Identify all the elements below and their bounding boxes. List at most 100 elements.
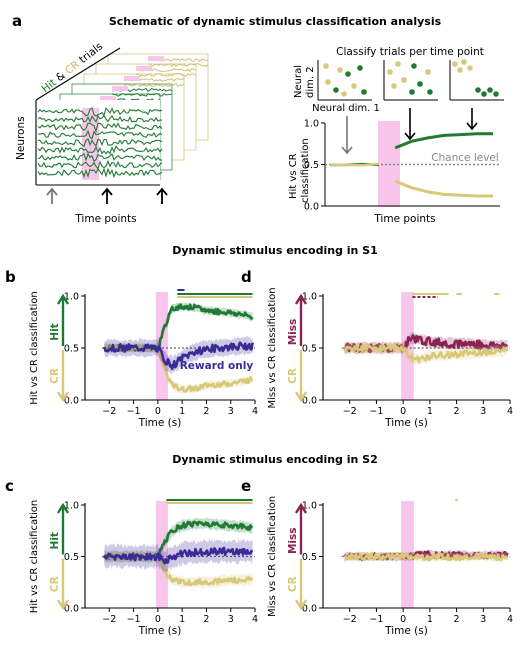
x-tick-label: −1 (369, 406, 383, 417)
stimulus-window (155, 501, 168, 608)
y-tick-label: 1.0 (64, 501, 79, 512)
neural-dim2-line1: Neural (293, 65, 304, 98)
schematic-ylabel-line1: Hit vs CR (288, 153, 299, 199)
schematic-arrow-1 (341, 116, 353, 155)
chance-level-label: Chance level (431, 152, 499, 164)
neuron-trace (37, 167, 163, 179)
top-class-tag: Miss (287, 319, 299, 346)
time-arrow-1 (101, 187, 113, 204)
y-axis-label: Miss vs CR classification (267, 496, 278, 617)
schematic-ylabel: Hit vs CR classification (288, 138, 311, 203)
x-tick-label: 1 (427, 406, 433, 417)
neuron-trace (37, 129, 163, 140)
panel-letter-e: e (241, 477, 251, 495)
trial-back-stim (148, 56, 164, 61)
y-axis-label: Miss vs CR classification (267, 287, 278, 408)
y-tick-label: 0.5 (64, 344, 79, 355)
top-class-arrow (56, 502, 70, 555)
reward-only-label: Reward only (180, 360, 254, 372)
neuron-trace (37, 122, 163, 134)
neuron-trace (37, 137, 163, 148)
panel-c: c 0.0 0.5 1.0 −2 −1 0 1 2 3 4 Time (s) Hit vs CR cla… (5, 477, 258, 637)
x-tick-label: 0 (155, 406, 161, 417)
bottom-class-arrow (56, 350, 70, 403)
trial-back-stim (100, 96, 116, 101)
x-axis-label: Time (s) (384, 625, 428, 637)
x-tick-label: −1 (127, 614, 141, 625)
x-tick-label: 4 (507, 614, 513, 625)
bottom-class-tag: CR (49, 576, 61, 592)
scatter-box-2 (383, 60, 438, 101)
y-axis-label: Hit vs CR classification (29, 500, 40, 614)
x-tick-label: 4 (252, 406, 258, 417)
schematic-ytick-label: 0.0 (304, 202, 319, 213)
trial-back-trace (135, 73, 197, 78)
top-class-arrow (56, 293, 70, 346)
bottom-class-tag: CR (287, 576, 299, 592)
x-tick-label: 3 (480, 614, 486, 625)
schematic-classification-plot: 0.0 0.5 1.0 Chance level Hit vs CR classif… (288, 108, 500, 225)
trial-back-traces (99, 56, 209, 107)
schematic-series-pre (329, 162, 379, 167)
panel-letter-a: a (12, 12, 22, 30)
bottom-class-arrow (294, 558, 308, 611)
trial-back-trace (123, 83, 185, 88)
top-class-tag: Miss (287, 527, 299, 554)
x-tick-label: 0 (155, 614, 161, 625)
series-line (103, 546, 253, 565)
series-band (104, 343, 253, 395)
x-tick-label: 2 (203, 614, 209, 625)
classify-label: Classify trials per time point (336, 46, 484, 58)
top-class-arrow (294, 293, 308, 346)
neuron-trace (37, 152, 163, 163)
schematic-ylabel-line2: classification (300, 138, 311, 203)
x-tick-label: 2 (203, 406, 209, 417)
top-class-tag: Hit (49, 532, 61, 549)
neuron-trace (37, 107, 163, 117)
stimulus-window (155, 292, 168, 400)
schematic-ytick-label: 0.5 (304, 160, 319, 171)
neuron-trace (37, 145, 163, 155)
series-band (104, 517, 253, 564)
x-tick-label: 1 (179, 406, 185, 417)
panel-e: e 0.0 0.5 1.0 −2 −1 0 1 2 3 4 Time (s) Miss vs CR cl… (241, 477, 513, 637)
y-axis-label: Hit vs CR classification (29, 291, 40, 405)
series-band (104, 538, 253, 574)
panel-d: d 0.0 0.5 1.0 −2 −1 0 1 2 3 4 Time (s) Miss vs CR cl… (241, 268, 513, 429)
y-tick-label: 0.0 (64, 604, 79, 615)
series-line (103, 341, 254, 371)
neural-dim2-label: Neural dim. 2 (293, 62, 316, 98)
y-tick-label: 0.0 (302, 396, 317, 407)
y-tick-label: 0.0 (64, 396, 79, 407)
trial-back-stim (136, 66, 152, 71)
x-axis-label: Time (s) (384, 417, 428, 429)
x-tick-label: 0 (400, 614, 406, 625)
scatter-box-3 (449, 59, 504, 101)
x-tick-label: 1 (179, 614, 185, 625)
s1-section-title: Dynamic stimulus encoding in S1 (172, 244, 378, 257)
time-points-label-left: Time points (74, 213, 136, 225)
neural-dim2-line2: dim. 2 (305, 66, 316, 98)
bottom-class-arrow (56, 558, 70, 611)
x-tick-label: −2 (343, 614, 357, 625)
y-tick-label: 1.0 (302, 501, 317, 512)
trial-back-stim (112, 86, 128, 91)
x-tick-label: 0 (400, 406, 406, 417)
series-line (344, 552, 509, 562)
schematic-series-post (394, 179, 493, 198)
trial-back-trace (147, 63, 209, 68)
trial-back-trace (111, 92, 173, 97)
x-tick-label: 3 (228, 406, 234, 417)
schematic-series-post (394, 132, 493, 150)
panel-a-title: Schematic of dynamic stimulus classifica… (109, 15, 442, 28)
bottom-class-tag: CR (49, 368, 61, 384)
top-class-arrow (294, 502, 308, 555)
neuron-trace (37, 114, 163, 123)
x-tick-label: −2 (343, 406, 357, 417)
panel-b: b 0.0 0.5 1.0 −2 −1 0 1 2 3 4 Time (s) Hit vs CR cla… (5, 268, 258, 429)
schematic-arrow-2 (404, 108, 416, 141)
scatter-box-1 (317, 60, 372, 101)
x-axis-label: Time (s) (138, 625, 182, 637)
y-tick-label: 0.0 (302, 604, 317, 615)
